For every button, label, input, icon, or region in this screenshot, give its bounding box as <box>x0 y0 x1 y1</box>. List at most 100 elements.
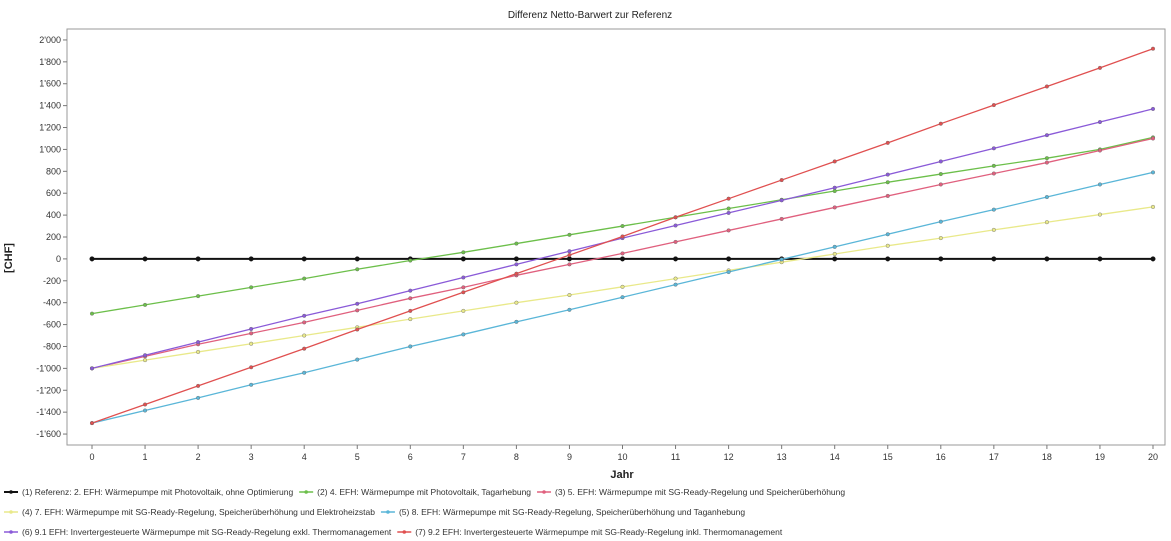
series-point <box>1097 182 1102 187</box>
series-point <box>143 408 148 413</box>
series-point <box>355 308 360 313</box>
series-point <box>513 256 519 262</box>
series-point <box>567 307 572 312</box>
y-tick-label: 1'000 <box>39 144 61 154</box>
x-tick-label: 1 <box>143 452 148 462</box>
series-point <box>514 319 519 324</box>
series-point <box>1097 212 1102 217</box>
series-point <box>355 327 360 332</box>
series-point <box>514 300 519 305</box>
series-point <box>567 232 572 237</box>
series-point <box>726 206 731 211</box>
series-point <box>832 256 838 262</box>
series-point <box>1044 256 1050 262</box>
series-point <box>620 234 625 239</box>
series-point <box>196 340 201 345</box>
series-point <box>726 256 732 262</box>
series-point <box>196 395 201 400</box>
series-point <box>301 256 307 262</box>
x-tick-label: 6 <box>408 452 413 462</box>
series-point <box>408 317 413 322</box>
series-point <box>461 275 466 280</box>
series-point <box>673 276 678 281</box>
y-tick-label: -1'200 <box>36 385 61 395</box>
y-tick-label: 2'000 <box>39 35 61 45</box>
series-point <box>885 256 891 262</box>
series-point <box>567 262 572 267</box>
series-point <box>143 302 148 307</box>
legend-entry: (7) 9.2 EFH: Invertergesteuerte Wärmepum… <box>415 527 783 537</box>
series-point <box>779 216 784 221</box>
x-tick-label: 19 <box>1095 452 1105 462</box>
legend-entry: (3) 5. EFH: Wärmepumpe mit SG-Ready-Rege… <box>555 487 845 497</box>
series-point <box>514 241 519 246</box>
x-tick-label: 16 <box>936 452 946 462</box>
series-point <box>673 239 678 244</box>
x-tick-label: 8 <box>514 452 519 462</box>
series-point <box>885 172 890 177</box>
series-point <box>938 172 943 177</box>
series-point <box>408 308 413 313</box>
series-point <box>567 249 572 254</box>
series-point <box>832 251 837 256</box>
series-point <box>991 171 996 176</box>
legend-entry: (5) 8. EFH: Wärmepumpe mit SG-Ready-Rege… <box>399 507 745 517</box>
series-point <box>143 402 148 407</box>
series-point <box>143 358 148 363</box>
series-point <box>991 103 996 108</box>
x-tick-label: 7 <box>461 452 466 462</box>
series-point <box>991 146 996 151</box>
y-tick-label: 800 <box>46 166 61 176</box>
legend-marker <box>402 530 407 534</box>
series-point <box>779 198 784 203</box>
series-point <box>938 159 943 164</box>
series-point <box>567 293 572 298</box>
series-point <box>885 243 890 248</box>
series-point <box>726 210 731 215</box>
x-tick-label: 14 <box>830 452 840 462</box>
plot-area: -1'600 -1'400 -1'200 -1'000 -800 -600 -400 -200… <box>36 28 1166 462</box>
x-tick-label: 4 <box>302 452 307 462</box>
series-point <box>620 295 625 300</box>
x-tick-label: 20 <box>1148 452 1158 462</box>
series-point <box>885 232 890 237</box>
series-point <box>461 308 466 313</box>
series-point <box>142 256 148 262</box>
series-point <box>461 332 466 337</box>
series-point <box>991 227 996 232</box>
series-point <box>1150 170 1155 175</box>
series-point <box>355 357 360 362</box>
series-point <box>1150 204 1155 209</box>
series-point <box>196 349 201 354</box>
series-point <box>620 284 625 289</box>
y-tick-label: 1'400 <box>39 101 61 111</box>
x-tick-label: 9 <box>567 452 572 462</box>
series-point <box>1150 136 1155 141</box>
legend-marker <box>9 530 13 534</box>
series-point <box>1044 220 1049 225</box>
legend-entry: (6) 9.1 EFH: Invertergesteuerte Wärmepum… <box>22 527 392 537</box>
series-point <box>938 121 943 126</box>
series-point <box>938 182 943 187</box>
series-point <box>938 256 944 262</box>
series-point <box>991 207 996 212</box>
series-point <box>143 353 148 358</box>
x-tick-label: 3 <box>249 452 254 462</box>
x-tick-label: 11 <box>671 452 680 462</box>
y-tick-label: 1'200 <box>39 123 61 133</box>
y-tick-label: 200 <box>46 232 61 242</box>
series-point <box>302 320 307 325</box>
series-point <box>885 193 890 198</box>
y-tick-label: -1'600 <box>36 429 61 439</box>
series-point <box>673 223 678 228</box>
series-point <box>249 326 254 331</box>
series-point <box>195 256 201 262</box>
series-point <box>249 341 254 346</box>
x-axis-label: Jahr <box>610 469 634 481</box>
series-point <box>514 262 519 267</box>
series-point <box>1044 195 1049 200</box>
y-tick-label: 1'600 <box>39 79 61 89</box>
series-point <box>89 421 94 426</box>
x-tick-label: 13 <box>777 452 787 462</box>
series-point <box>938 236 943 241</box>
